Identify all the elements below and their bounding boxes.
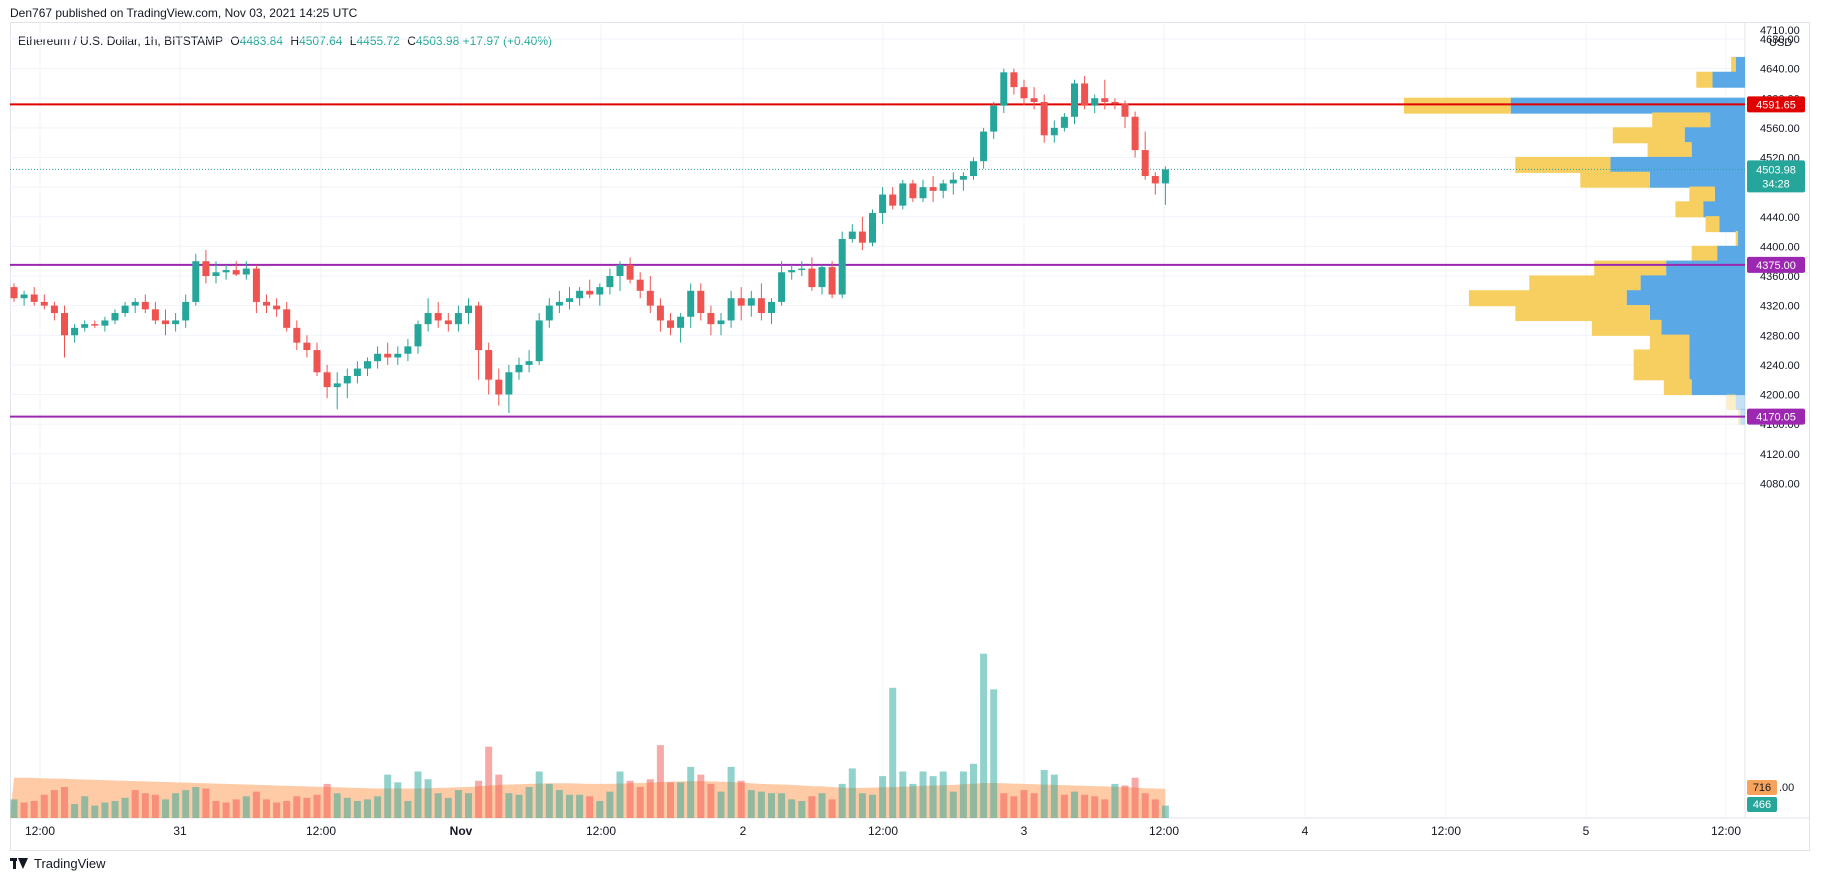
low-value: 4455.72	[356, 34, 400, 48]
close-value: 4503.98	[415, 34, 460, 48]
close-label: C	[407, 34, 416, 48]
brand-name: TradingView	[34, 856, 106, 871]
low-label: L	[349, 34, 357, 48]
change-value: +17.97 (+0.40%)	[462, 34, 553, 48]
chart-legend: Ethereum / U.S. Dollar, 1h, BITSTAMP O44…	[18, 34, 552, 48]
open-label: O	[230, 34, 240, 48]
open-value: 4483.84	[239, 34, 284, 48]
footer-brand[interactable]: TradingView	[10, 856, 106, 871]
high-label: H	[290, 34, 300, 48]
high-value: 4507.64	[299, 34, 343, 48]
symbol-label[interactable]: Ethereum / U.S. Dollar, 1h, BITSTAMP	[18, 34, 223, 48]
chart-frame	[10, 22, 1810, 851]
tradingview-logo-icon	[10, 858, 30, 869]
publisher-line: Den767 published on TradingView.com, Nov…	[10, 6, 358, 20]
